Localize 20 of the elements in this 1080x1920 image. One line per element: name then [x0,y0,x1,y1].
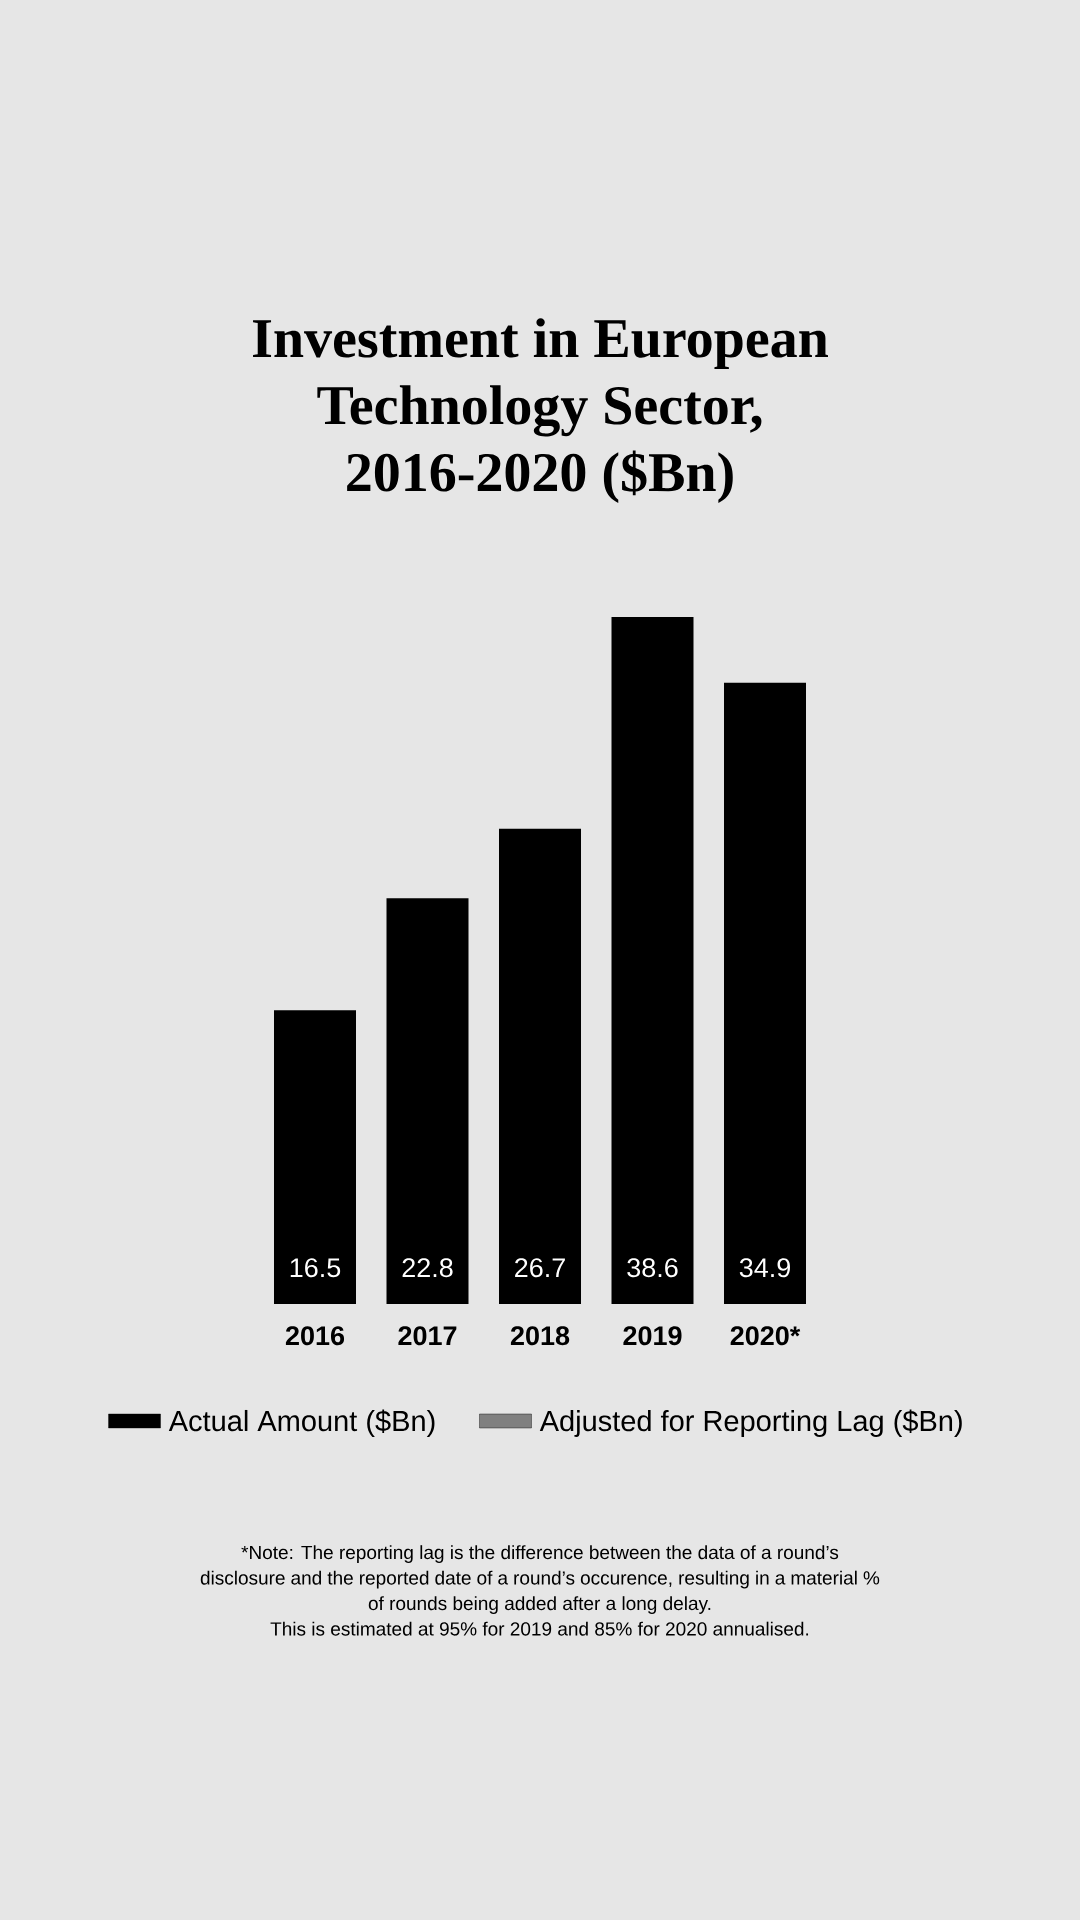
legend-label: Actual Amount ($Bn) [168,1409,435,1437]
x-tick-label: 2019 [623,1326,682,1346]
x-tick-label: 2017 [398,1326,457,1346]
data-label: 22.8 [402,1258,453,1278]
bar [386,898,469,1304]
x-tick-label: 2020* [730,1326,801,1346]
data-label: 34.9 [739,1258,790,1278]
data-label: 38.6 [627,1258,678,1278]
data-label: 16.5 [290,1258,341,1278]
text: *Note: The reporting lag is the difference between the data of a round’s disclosure and the reported date of a round’s occurence, resulting in a material % of rounds being added after a long delay. [200,1545,880,1614]
text: This is estimated at 95% for 2019 and 85% for 2020 annualised. [270,1621,809,1636]
x-tick-label: 2016 [285,1326,345,1346]
bar [499,828,581,1304]
data-label: 26.7 [515,1258,565,1278]
bar [611,616,694,1304]
chart-title: Investment in European Technology Sector, 2016-2020 ($Bn) [253,318,828,503]
bar [274,1010,356,1304]
bar [724,682,806,1304]
legend-label: Adjusted for Reporting Lag ($Bn) [539,1409,962,1437]
x-tick-label: 2018 [510,1326,570,1346]
